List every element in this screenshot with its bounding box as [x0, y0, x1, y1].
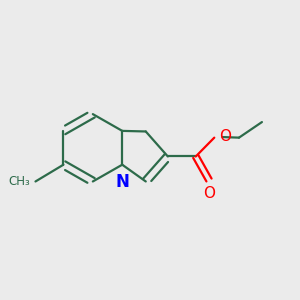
Text: O: O	[219, 129, 231, 144]
Text: O: O	[204, 186, 216, 201]
Text: CH₃: CH₃	[8, 175, 30, 188]
Text: N: N	[115, 173, 129, 191]
